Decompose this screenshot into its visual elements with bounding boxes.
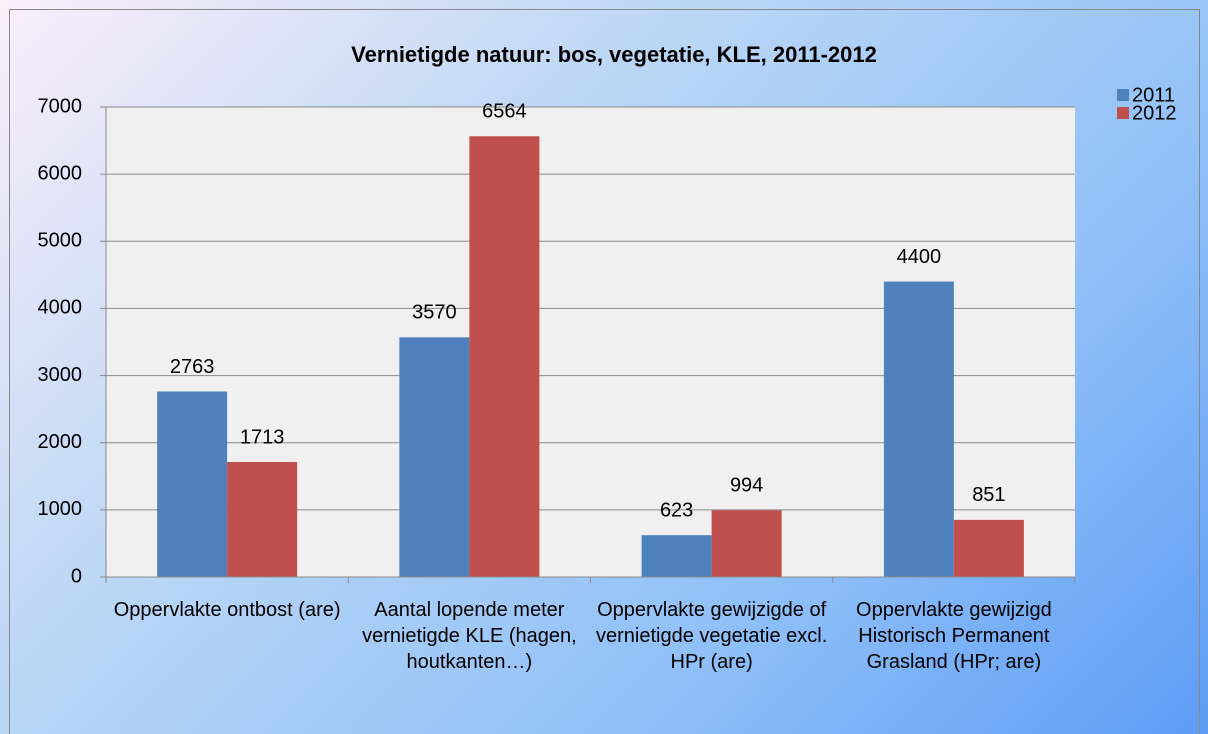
data-label: 623 bbox=[660, 499, 693, 521]
data-label: 994 bbox=[730, 475, 763, 497]
y-tick-label: 7000 bbox=[38, 95, 83, 117]
bar bbox=[227, 461, 298, 577]
x-tick-label: Aantal lopende meter vernietigde KLE (ha… bbox=[362, 599, 577, 673]
legend-swatch bbox=[1117, 107, 1129, 119]
y-tick-label: 3000 bbox=[38, 364, 83, 386]
bar bbox=[641, 535, 712, 577]
bar bbox=[711, 510, 782, 577]
legend-label: 2011 bbox=[1132, 84, 1175, 106]
data-label: 6564 bbox=[482, 101, 527, 123]
chart-title: Vernietigde natuur: bos, vegetatie, KLE,… bbox=[351, 42, 877, 67]
bar bbox=[157, 391, 228, 577]
legend-label: 2012 bbox=[1132, 102, 1177, 124]
x-tick-label: Oppervlakte ontbost (are) bbox=[113, 599, 341, 621]
data-label: 1713 bbox=[240, 426, 285, 448]
y-tick-label: 5000 bbox=[38, 230, 83, 252]
data-label: 4400 bbox=[897, 246, 942, 268]
y-tick-label: 2000 bbox=[38, 431, 83, 453]
y-tick-label: 6000 bbox=[38, 162, 83, 184]
y-tick-label: 4000 bbox=[38, 297, 83, 319]
y-tick-label: 1000 bbox=[38, 498, 83, 520]
bar bbox=[469, 136, 540, 577]
legend-swatch bbox=[1117, 89, 1129, 101]
data-label: 851 bbox=[972, 484, 1005, 506]
bar bbox=[399, 337, 470, 577]
bar bbox=[953, 519, 1024, 577]
x-tick-label: Oppervlakte gewijzigde of vernietigde ve… bbox=[596, 599, 828, 673]
data-label: 2763 bbox=[170, 356, 215, 378]
bar bbox=[883, 281, 954, 577]
frame bbox=[9, 9, 1200, 734]
y-tick-label: 0 bbox=[71, 565, 82, 587]
x-tick-label: Oppervlakte gewijzigd Historisch Permane… bbox=[856, 599, 1052, 673]
data-label: 3570 bbox=[412, 302, 457, 324]
